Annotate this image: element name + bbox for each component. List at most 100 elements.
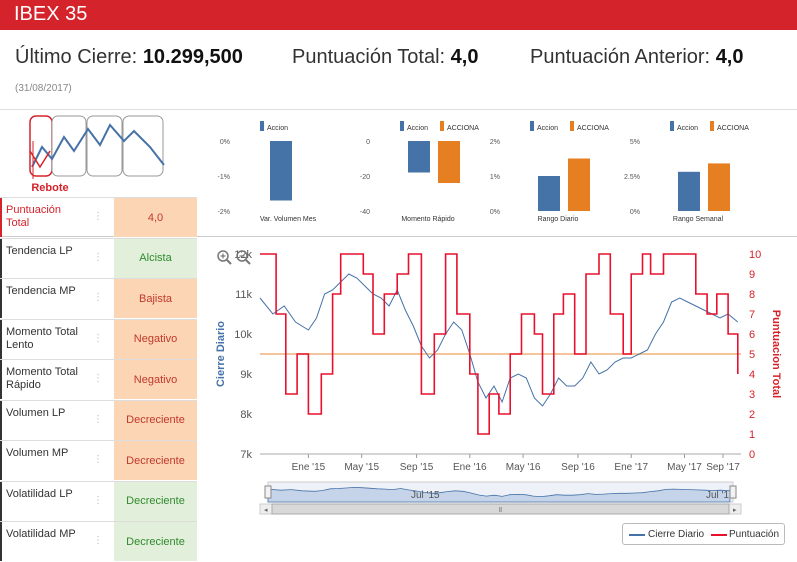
x-tick-label: May '15 xyxy=(344,462,379,473)
x-tick-label: Sep '17 xyxy=(706,462,740,473)
y-right-axis-title: Puntuacion Total xyxy=(770,310,782,398)
metric-row: Momento Total Rápido ⋮ Negativo xyxy=(0,359,197,399)
navigator-handle-left[interactable] xyxy=(264,485,272,499)
metric-value: Alcista xyxy=(114,238,197,278)
close-date: (31/08/2017) xyxy=(15,83,72,94)
metric-label: Volatilidad LP xyxy=(0,481,82,521)
metric-row: Momento Total Lento ⋮ Negativo xyxy=(0,318,197,359)
mini-axis-tick: 0 xyxy=(366,139,370,146)
scroll-left-arrow-icon[interactable]: ◂ xyxy=(264,507,268,514)
mini-axis-tick: -2% xyxy=(218,209,230,216)
y-left-axis-title: Cierre Diario xyxy=(215,321,227,387)
pattern-trend-line xyxy=(31,123,165,168)
metric-row: Tendencia MP ⋮ Bajista xyxy=(0,278,197,318)
info-icon[interactable]: ⋮ xyxy=(93,413,103,425)
pattern-label: Rebote xyxy=(31,182,68,194)
y-right-tick: 2 xyxy=(749,409,755,421)
metric-value: Bajista xyxy=(114,279,197,318)
navigator-label: Jul '16 xyxy=(706,490,735,501)
mini-axis-tick: 2.5% xyxy=(624,174,640,181)
metric-label: Momento Total Lento xyxy=(0,319,82,359)
info-icon[interactable]: ⋮ xyxy=(93,211,103,222)
legend-label: Accion xyxy=(537,125,558,132)
legend-label: Accion xyxy=(677,125,698,132)
metric-label: Tendencia MP xyxy=(0,279,82,318)
mini-bar xyxy=(568,158,590,211)
metric-label: Puntuación Total xyxy=(0,198,82,237)
x-tick-label: Ene '17 xyxy=(614,462,648,473)
x-tick-label: May '16 xyxy=(506,462,541,473)
legend-item-cierre[interactable]: Cierre Diario xyxy=(648,529,705,540)
legend-label: ACCIONA xyxy=(447,125,479,132)
navigator-series xyxy=(267,486,731,503)
legend-label: Accion xyxy=(267,125,288,132)
mini-chart-caption: Var. Volumen Mes xyxy=(260,216,317,223)
metric-value: 4,0 xyxy=(114,198,197,237)
y-right-tick: 5 xyxy=(749,349,755,361)
navigator[interactable]: Jul '15 Jul '16 xyxy=(264,481,737,503)
pattern-box xyxy=(122,115,164,177)
previous-score-value: 4,0 xyxy=(715,46,744,68)
summary-panel: Último Cierre: 10.299,500 Puntuación Tot… xyxy=(0,30,797,110)
mini-axis-tick: -40 xyxy=(360,209,370,216)
legend-swatch xyxy=(670,121,674,131)
scroll-right-arrow-icon[interactable]: ▸ xyxy=(733,507,737,514)
legend-label: Accion xyxy=(407,125,428,132)
info-icon[interactable]: ⋮ xyxy=(93,332,103,344)
y-right-tick: 0 xyxy=(749,449,755,461)
info-icon[interactable]: ⋮ xyxy=(93,373,103,384)
zoom-in-icon[interactable] xyxy=(217,250,232,265)
y-left-tick: 8k xyxy=(240,409,252,421)
navigator-handle-right[interactable] xyxy=(729,485,737,499)
info-icon[interactable]: ⋮ xyxy=(93,494,103,506)
metric-row: Volumen LP ⋮ Decreciente xyxy=(0,399,197,440)
previous-score: Puntuación Anterior: 4,0 xyxy=(530,46,744,69)
info-icon[interactable]: ⋮ xyxy=(93,292,103,303)
x-tick-label: May '17 xyxy=(667,462,702,473)
y-right-tick: 7 xyxy=(749,309,755,321)
info-icon[interactable]: ⋮ xyxy=(93,251,103,263)
series-cierre-diario xyxy=(259,273,739,407)
mini-chart-caption: Rango Semanal xyxy=(673,216,724,223)
metric-row: Volatilidad LP ⋮ Decreciente xyxy=(0,480,197,521)
mini-axis-tick: 0% xyxy=(220,139,230,146)
x-tick-label: Sep '15 xyxy=(400,462,434,473)
metric-label: Volumen LP xyxy=(0,400,82,440)
metric-row: Tendencia LP ⋮ Alcista xyxy=(0,237,197,278)
y-right-tick: 10 xyxy=(749,249,761,261)
legend-swatch xyxy=(440,121,444,131)
mini-chart-caption: Momento Rápido xyxy=(401,216,454,223)
scrollbar[interactable]: ◂ ▸ Ⅱ xyxy=(259,503,742,515)
navigator-label: Jul '15 xyxy=(411,490,440,501)
info-icon[interactable]: ⋮ xyxy=(93,535,103,546)
metric-value: Decreciente xyxy=(114,522,197,561)
last-close: Último Cierre: 10.299,500 xyxy=(15,46,243,69)
y-right-tick: 8 xyxy=(749,289,755,301)
legend-item-puntuacion[interactable]: Puntuación xyxy=(729,529,780,540)
legend-label: ACCIONA xyxy=(717,125,749,132)
pattern-rebote-graphic: Rebote xyxy=(29,115,165,194)
scrollbar-thumb[interactable] xyxy=(271,503,730,515)
zoom-out-icon[interactable] xyxy=(236,250,251,265)
info-icon[interactable]: ⋮ xyxy=(93,454,103,465)
metric-value: Negativo xyxy=(114,360,197,399)
mini-bar xyxy=(408,141,430,173)
metric-label: Volatilidad MP xyxy=(0,522,82,561)
previous-score-label: Puntuación Anterior: xyxy=(530,46,711,68)
y-right-tick: 1 xyxy=(749,429,755,441)
metric-value: Negativo xyxy=(114,319,197,359)
legend-swatch xyxy=(710,121,714,131)
x-tick-label: Ene '15 xyxy=(292,462,326,473)
mini-axis-tick: 5% xyxy=(630,139,640,146)
total-score: Puntuación Total: 4,0 xyxy=(292,46,478,69)
mini-chart-caption: Rango Diario xyxy=(538,216,579,223)
y-left-tick: 7k xyxy=(240,449,252,461)
metric-row: Volumen MP ⋮ Decreciente xyxy=(0,440,197,480)
mini-chart: Accion ACCIONA 5% 2.5% 0% Rango Semanal xyxy=(624,121,749,223)
x-tick-label: Sep '16 xyxy=(561,462,595,473)
page-title: IBEX 35 xyxy=(14,3,88,25)
title-bar: IBEX 35 xyxy=(0,0,797,30)
pattern-box xyxy=(86,115,123,177)
mini-bar xyxy=(678,171,700,211)
y-right-tick: 4 xyxy=(749,369,755,381)
